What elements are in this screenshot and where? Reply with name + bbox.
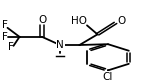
Text: F: F [2, 20, 8, 30]
Text: Cl: Cl [103, 72, 113, 82]
Text: O: O [117, 16, 126, 26]
Text: F: F [8, 42, 14, 52]
Text: F: F [2, 32, 8, 42]
Text: N: N [56, 40, 64, 50]
Text: HO: HO [72, 16, 87, 26]
Text: O: O [38, 15, 46, 25]
